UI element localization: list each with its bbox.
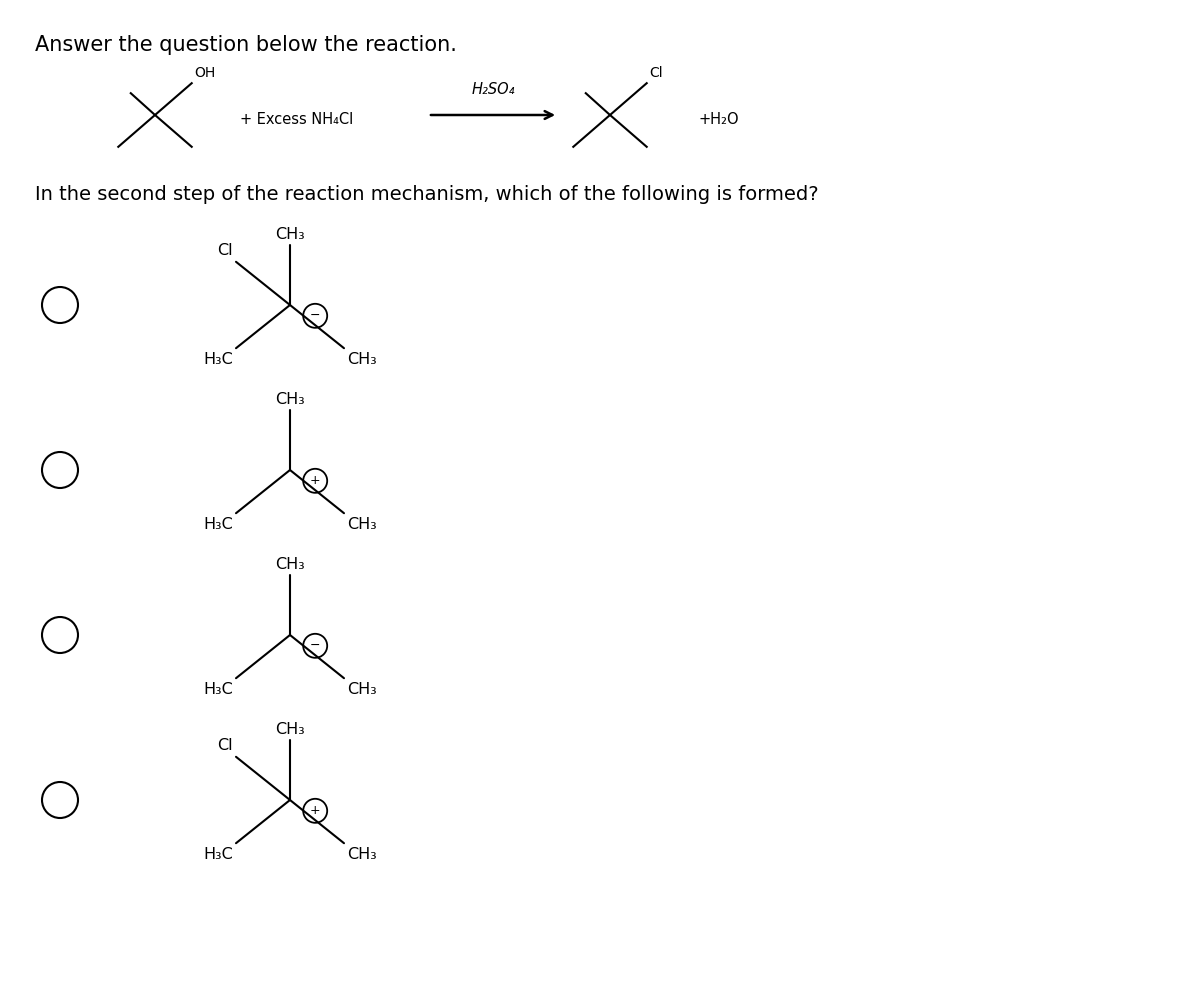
Text: Answer the question below the reaction.: Answer the question below the reaction. [35, 35, 457, 55]
Text: CH₃: CH₃ [275, 557, 305, 572]
Text: −: − [310, 640, 320, 652]
Text: H₃C: H₃C [203, 517, 233, 532]
Text: H₂SO₄: H₂SO₄ [472, 82, 515, 97]
Text: +H₂O: +H₂O [698, 113, 739, 128]
Text: −: − [310, 309, 320, 323]
Text: Cl: Cl [217, 738, 233, 753]
Text: + Excess NH₄Cl: + Excess NH₄Cl [240, 113, 353, 128]
Text: Cl: Cl [649, 66, 662, 80]
Text: OH: OH [194, 66, 215, 80]
Text: +: + [310, 474, 320, 488]
Text: CH₃: CH₃ [275, 227, 305, 242]
Text: CH₃: CH₃ [347, 352, 377, 367]
Text: CH₃: CH₃ [347, 847, 377, 861]
Text: Cl: Cl [217, 243, 233, 258]
Text: CH₃: CH₃ [275, 722, 305, 737]
Text: H₃C: H₃C [203, 682, 233, 697]
Text: H₃C: H₃C [203, 847, 233, 861]
Text: In the second step of the reaction mechanism, which of the following is formed?: In the second step of the reaction mecha… [35, 185, 818, 204]
Text: CH₃: CH₃ [347, 682, 377, 697]
Text: CH₃: CH₃ [275, 392, 305, 407]
Text: H₃C: H₃C [203, 352, 233, 367]
Text: CH₃: CH₃ [347, 517, 377, 532]
Text: +: + [310, 804, 320, 817]
